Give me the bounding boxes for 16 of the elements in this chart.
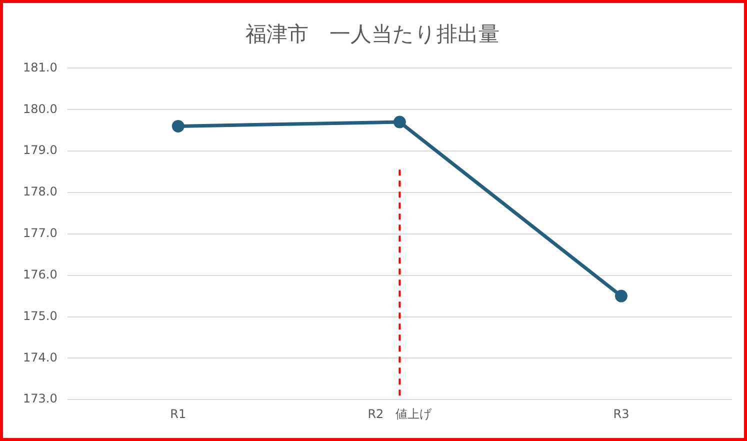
chart-title: 福津市 一人当たり排出量	[246, 22, 500, 46]
y-tick-label: 175.0	[22, 308, 58, 323]
y-tick-label: 181.0	[22, 60, 58, 74]
y-tick-label: 180.0	[22, 102, 58, 116]
x-tick-label: R1	[170, 406, 186, 421]
y-tick-label: 176.0	[22, 267, 58, 282]
x-tick-label: R3	[613, 406, 630, 421]
y-tick-label: 177.0	[22, 226, 58, 240]
y-tick-label: 178.0	[22, 184, 58, 199]
y-tick-label: 174.0	[22, 350, 58, 364]
point	[614, 290, 628, 302]
point	[393, 116, 406, 128]
y-tick-label: 173.0	[22, 392, 58, 406]
point	[172, 120, 184, 132]
x-tick-label: R2 値上げ	[368, 406, 433, 421]
y-tick-label: 179.0	[22, 143, 58, 158]
